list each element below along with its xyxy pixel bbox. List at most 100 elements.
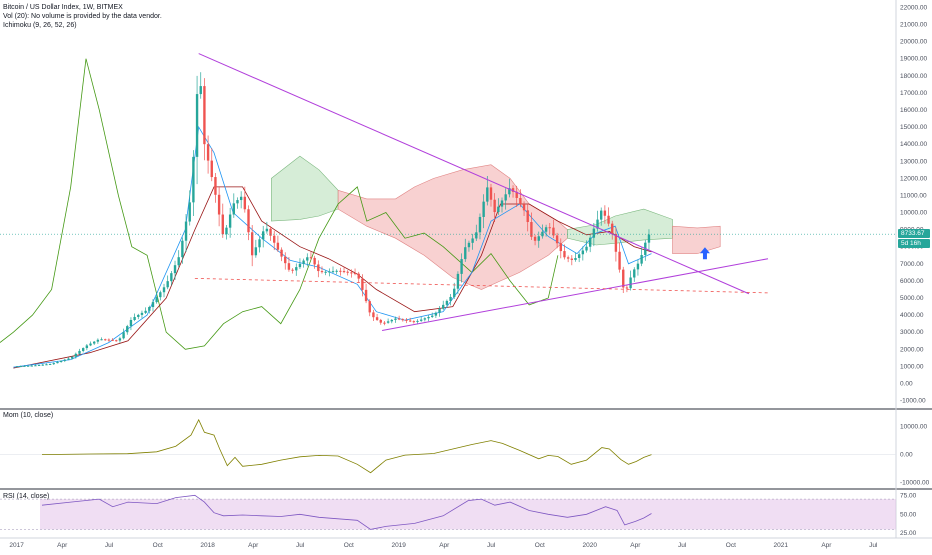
momentum-pane-label[interactable]: Mom (10, close): [3, 412, 54, 419]
candle-body: [460, 259, 463, 274]
candle-body: [210, 160, 213, 178]
candle-body: [467, 242, 471, 248]
candle-body: [56, 361, 59, 364]
time-axis-tick-label: Jul: [487, 542, 496, 549]
candle-body: [243, 196, 247, 210]
candle-body: [137, 314, 140, 317]
candle-body: [203, 86, 206, 145]
candle-body: [206, 144, 210, 161]
time-axis-tick-label: 2020: [583, 542, 598, 549]
candle-body: [295, 267, 298, 271]
candle-body: [522, 204, 526, 211]
candle-body: [93, 341, 96, 344]
candle-body: [544, 227, 548, 232]
candle-body: [456, 273, 460, 289]
candle-body: [67, 358, 70, 360]
candle-body: [96, 339, 100, 342]
rsi-axis-tick-label: 75.00: [900, 492, 917, 499]
candle-body: [640, 254, 643, 264]
rsi-pane-label[interactable]: RSI (14, close): [3, 493, 50, 500]
candle-body: [559, 243, 562, 252]
candle-body: [342, 271, 346, 273]
candle-body: [104, 339, 107, 341]
candle-body: [541, 231, 544, 237]
candle-body: [339, 270, 342, 272]
candle-body: [37, 364, 41, 366]
candle-body: [566, 257, 570, 259]
candle-body: [188, 202, 191, 222]
candle-body: [647, 234, 651, 243]
candle-body: [530, 222, 533, 237]
lower-trendline: [381, 258, 769, 331]
candle-body: [30, 365, 33, 367]
time-axis-tick-label: Apr: [439, 542, 450, 549]
candle-body: [361, 278, 364, 290]
time-axis-tick-label: Jul: [105, 542, 114, 549]
candle-body: [331, 271, 335, 273]
up-arrow-icon: [699, 247, 710, 260]
price-axis-tick-label: -1000.00: [900, 398, 926, 405]
price-axis-tick-label: 20000.00: [900, 39, 927, 46]
candle-body: [537, 236, 540, 241]
candle-body: [633, 269, 636, 278]
candle-body: [298, 263, 302, 268]
symbol-title[interactable]: Bitcoin / US Dollar Index, 1W, BITMEX: [3, 4, 123, 11]
ichimoku-cloud-bear: [672, 225, 721, 254]
candle-body: [394, 318, 397, 320]
candle-body: [228, 214, 232, 228]
candle-body: [177, 257, 180, 266]
candle-body: [214, 177, 217, 195]
candle-body: [625, 287, 629, 289]
candle-body: [70, 356, 74, 359]
candle-body: [555, 235, 559, 244]
candle-body: [386, 321, 390, 323]
candle-body: [607, 215, 610, 224]
candle-body: [195, 94, 199, 157]
candle-body: [23, 365, 26, 367]
candle-body: [427, 316, 430, 319]
candle-body: [423, 318, 427, 320]
candle-body: [533, 236, 537, 241]
candle-body: [115, 340, 118, 342]
candle-body: [258, 239, 261, 248]
last-price-tag: 8733.67: [898, 229, 930, 239]
candle-body: [603, 210, 607, 216]
ichimoku-label[interactable]: Ichimoku (9, 26, 52, 26): [3, 22, 77, 29]
candle-body: [478, 216, 482, 233]
ichimoku-kijun-line: [13, 186, 652, 369]
time-axis-tick-label: Apr: [57, 542, 68, 549]
candle-body: [26, 365, 30, 367]
time-axis-tick-label: Oct: [344, 542, 354, 549]
price-axis-tick-label: 11000.00: [900, 192, 927, 199]
candle-body: [552, 227, 555, 236]
candle-body: [515, 191, 518, 199]
candle-body: [570, 258, 574, 260]
time-axis-tick-label: 2019: [391, 542, 406, 549]
volume-note[interactable]: Vol (20): No volume is provided by the d…: [3, 13, 162, 20]
candle-body: [155, 297, 158, 303]
ichimoku-lagging-span: [0, 58, 559, 350]
price-axis-tick-label: 3000.00: [900, 329, 924, 336]
price-axis-tick-label: 0.00: [900, 380, 913, 387]
candle-body: [173, 265, 177, 274]
candle-body: [563, 251, 566, 258]
candle-body: [372, 312, 375, 318]
candle-body: [511, 188, 515, 192]
time-axis-tick-label: Apr: [821, 542, 832, 549]
candle-body: [357, 273, 360, 279]
candle-body: [442, 304, 445, 309]
candle-body: [504, 194, 507, 201]
candle-body: [265, 228, 269, 232]
candle-body: [78, 350, 81, 354]
candle-body: [592, 228, 596, 238]
candle-body: [100, 339, 103, 341]
candle-body: [493, 199, 496, 213]
candle-body: [486, 187, 489, 202]
candle-body: [449, 296, 452, 301]
candle-body: [247, 209, 250, 233]
candle-body: [306, 257, 309, 261]
time-axis-tick-label: Jul: [296, 542, 305, 549]
candle-body: [48, 363, 52, 365]
